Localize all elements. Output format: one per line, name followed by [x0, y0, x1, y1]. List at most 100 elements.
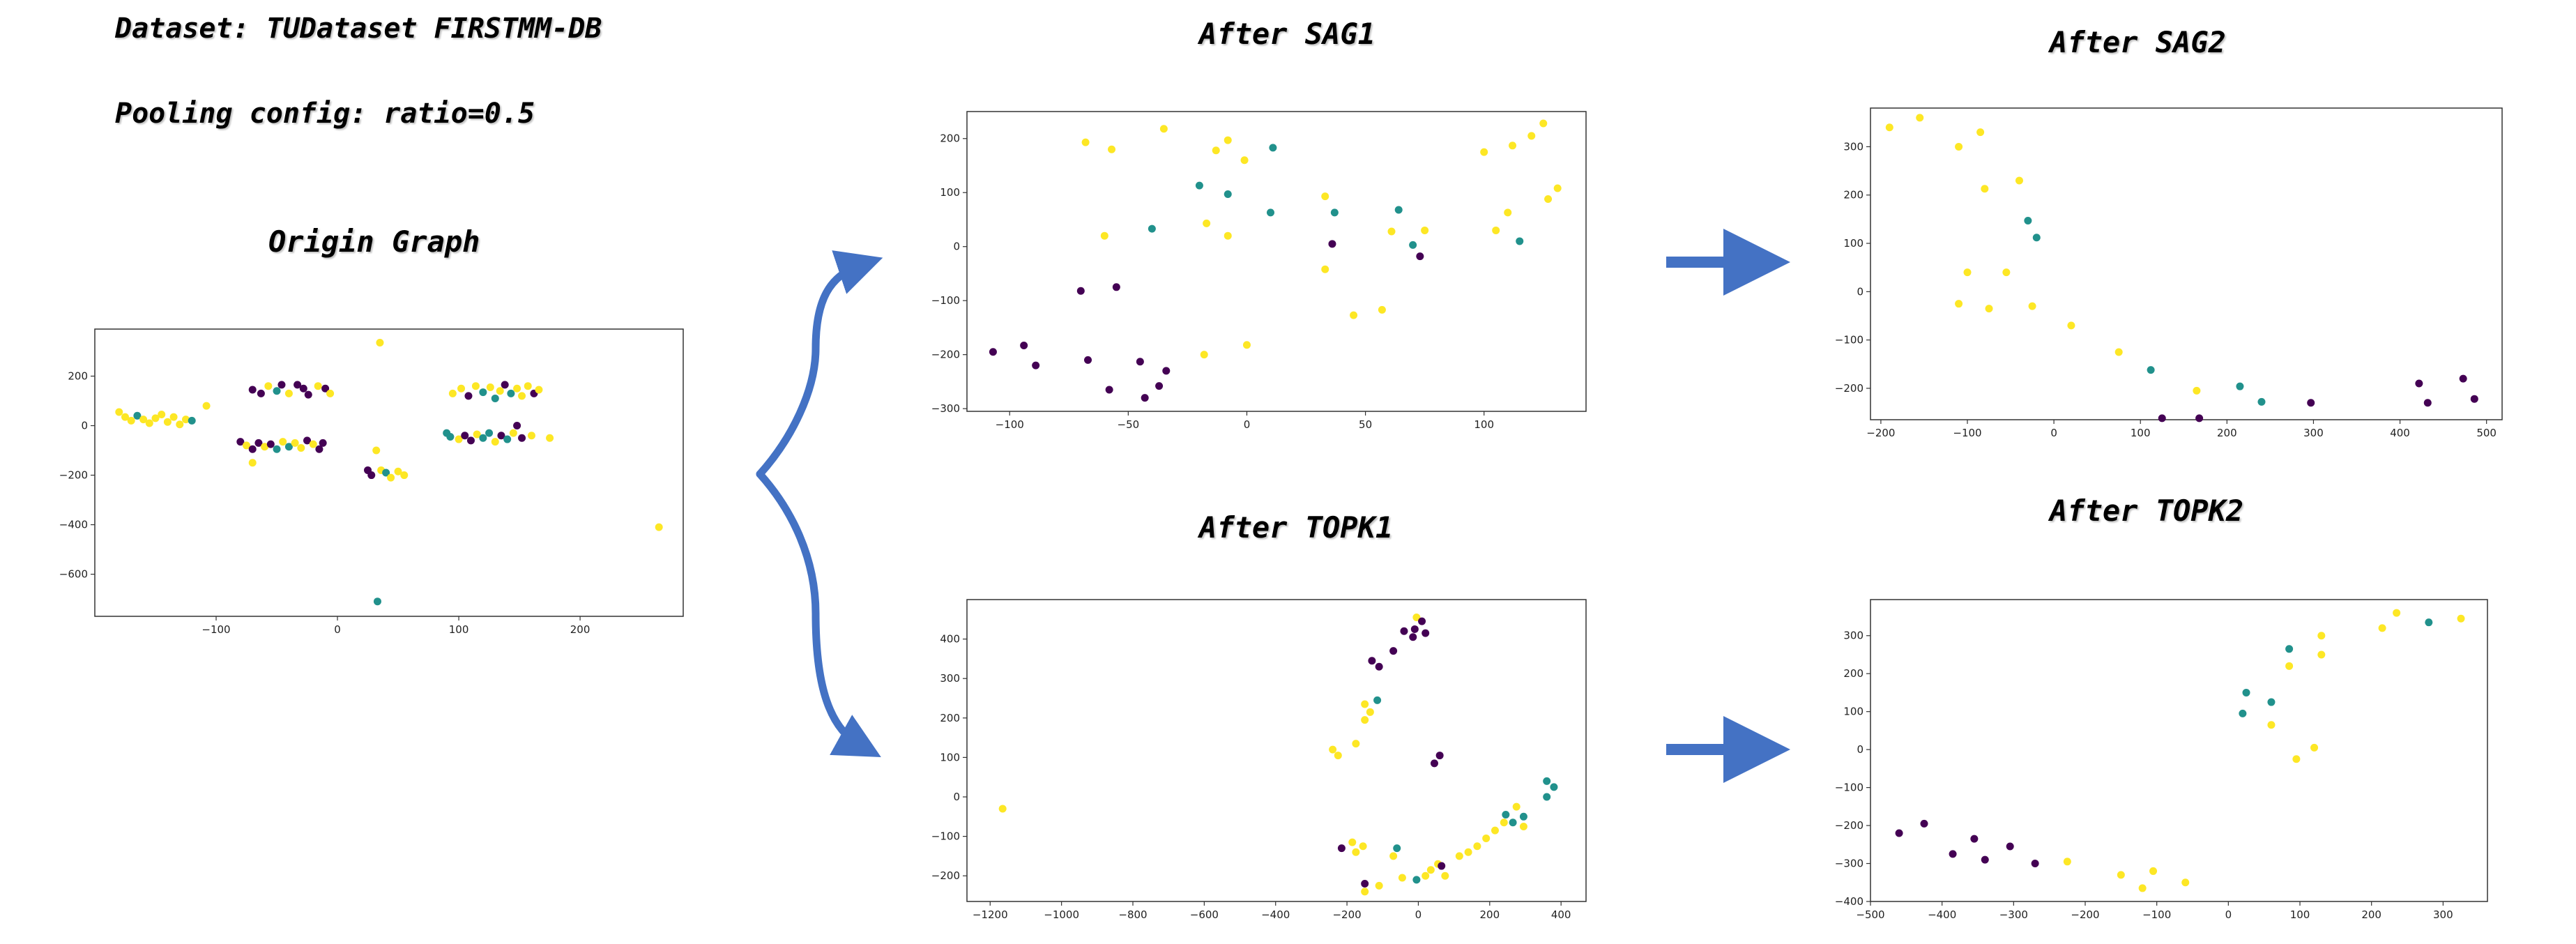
x-tick-label: −600	[1190, 908, 1219, 921]
scatter-point	[457, 384, 466, 393]
scatter-point	[248, 445, 257, 453]
scatter-point	[2024, 216, 2032, 224]
scatter-point	[464, 392, 473, 400]
y-tick-label: −400	[59, 519, 88, 531]
sag1-plot-frame	[966, 111, 1587, 412]
x-tick-label: −100	[996, 418, 1024, 431]
topk2-plot-frame	[1870, 599, 2488, 902]
scatter-point	[1159, 125, 1168, 133]
scatter-point	[1321, 265, 1329, 273]
scatter-point	[1348, 838, 1357, 846]
scatter-point	[2181, 878, 2190, 887]
scatter-point	[2257, 397, 2266, 406]
scatter-point	[518, 392, 526, 400]
scatter-point	[2063, 858, 2071, 866]
scatter-point	[2236, 382, 2244, 390]
scatter-point	[121, 413, 130, 421]
scatter-point	[2378, 624, 2386, 632]
scatter-point	[115, 408, 123, 416]
x-tick-label: −50	[1118, 418, 1140, 431]
x-tick-label: −200	[2071, 908, 2099, 921]
y-tick-label: −200	[59, 469, 88, 482]
scatter-point	[1378, 305, 1386, 314]
scatter-point	[1375, 662, 1383, 671]
scatter-point	[1441, 871, 1449, 880]
y-tick-label: 100	[940, 751, 960, 763]
y-tick-label: −100	[1835, 782, 1864, 794]
origin-graph-plot: −100 0 100 200 200 0 −200 −400 −600	[59, 328, 684, 636]
scatter-point	[1393, 844, 1401, 853]
scatter-point	[326, 389, 335, 397]
scatter-point	[1269, 144, 1277, 152]
scatter-point	[1416, 252, 1424, 261]
scatter-point	[133, 411, 142, 420]
scatter-point	[1334, 752, 1342, 760]
scatter-point	[1361, 716, 1369, 724]
scatter-point	[1389, 852, 1398, 860]
scatter-point	[535, 386, 543, 394]
scatter-point	[2028, 302, 2036, 310]
x-tick-label: 0	[2050, 427, 2057, 439]
scatter-point	[473, 430, 481, 439]
scatter-point	[2031, 860, 2039, 868]
scatter-point	[2117, 871, 2125, 879]
scatter-point	[294, 381, 302, 389]
y-tick-label: 300	[1843, 140, 1864, 153]
sag2-title: After SAG2	[2050, 25, 2226, 59]
scatter-point	[1544, 195, 1553, 204]
scatter-point	[1955, 300, 1963, 308]
scatter-point	[1400, 627, 1408, 635]
scatter-point	[1389, 647, 1398, 655]
y-tick-label: 200	[940, 712, 960, 724]
scatter-point	[1976, 128, 1985, 137]
scatter-point	[266, 440, 275, 448]
scatter-point	[479, 434, 487, 442]
x-tick-label: 200	[2361, 908, 2381, 921]
scatter-point	[254, 439, 263, 447]
x-tick-label: −400	[1928, 908, 1956, 921]
scatter-point	[261, 443, 269, 451]
scatter-point	[315, 445, 323, 453]
scatter-point	[1550, 783, 1558, 791]
scatter-point	[257, 389, 265, 397]
scatter-point	[394, 467, 402, 475]
x-tick-label: 400	[1551, 908, 1571, 921]
sag1-title: After SAG1	[1199, 17, 1375, 51]
scatter-point	[236, 438, 245, 446]
scatter-point	[1970, 835, 1979, 843]
scatter-point	[139, 416, 148, 424]
scatter-point	[1337, 844, 1346, 853]
scatter-point	[1412, 876, 1421, 884]
topk2-title: After TOPK2	[2050, 494, 2244, 528]
scatter-point	[491, 438, 499, 446]
branch-arrow-up	[756, 250, 883, 478]
y-tick-label: 0	[1857, 285, 1864, 298]
sag1-plot: −100 −50 0 50 100 200 100 0 −100 −200 −300	[931, 111, 1587, 431]
scatter-point	[321, 384, 330, 393]
scatter-point	[1519, 822, 1527, 830]
scatter-point	[376, 339, 384, 347]
scatter-point	[1885, 123, 1893, 132]
x-tick-label: 0	[1244, 418, 1251, 431]
scatter-point	[1148, 224, 1156, 233]
scatter-point	[202, 402, 211, 410]
scatter-point	[400, 471, 409, 480]
scatter-point	[1375, 881, 1383, 890]
scatter-point	[387, 473, 395, 482]
scatter-point	[248, 386, 257, 394]
scatter-point	[524, 382, 532, 390]
scatter-point	[1224, 190, 1232, 199]
scatter-point	[1409, 241, 1417, 249]
y-tick-label: −200	[1835, 382, 1864, 395]
scatter-point	[1516, 237, 1524, 245]
scatter-point	[297, 443, 305, 452]
scatter-point	[182, 416, 190, 424]
scatter-point	[2002, 268, 2011, 277]
scatter-point	[1162, 367, 1171, 375]
scatter-point	[2006, 842, 2014, 851]
scatter-point	[1266, 208, 1274, 217]
scatter-point	[2457, 614, 2465, 623]
scatter-point	[169, 413, 178, 421]
scatter-point	[513, 384, 521, 393]
